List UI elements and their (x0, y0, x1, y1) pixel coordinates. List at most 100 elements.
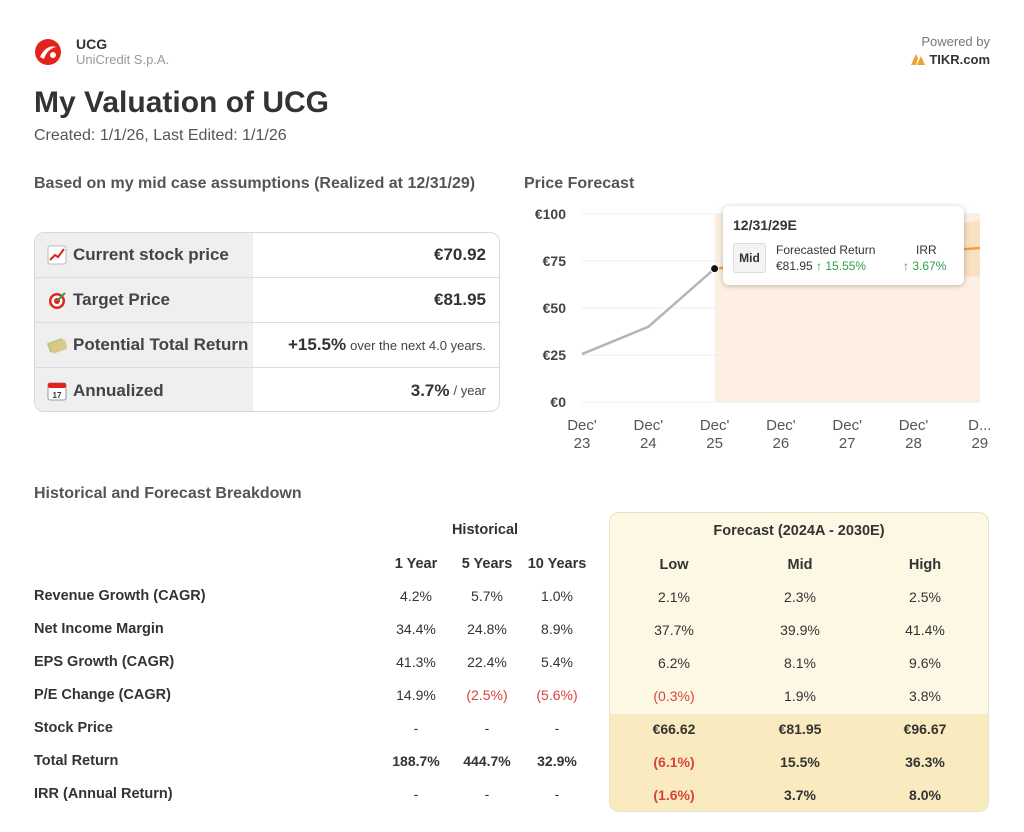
historical-col-header: 1 Year (394, 556, 438, 572)
summary-suffix: / year (453, 383, 486, 398)
summary-label-cell: Target Price (35, 278, 253, 322)
summary-label-cell: Potential Total Return (35, 323, 253, 367)
tooltip-case-badge: Mid (733, 243, 766, 273)
row-label: Revenue Growth (CAGR) (34, 588, 206, 604)
historical-cell: - (484, 786, 490, 802)
forecast-cell: 6.2% (658, 655, 690, 671)
forecast-cell: 39.9% (780, 622, 820, 638)
summary-row: Potential Total Return +15.5% over the n… (35, 323, 499, 368)
historical-cell: - (413, 786, 419, 802)
tikr-logo-icon (911, 54, 926, 65)
x-tick-label: Dec' (700, 417, 730, 434)
x-tick-label: D... (968, 417, 990, 434)
historical-cell: 5.7% (471, 588, 503, 604)
summary-row: 17 Annualized 3.7% / year (35, 368, 499, 411)
y-tick-label: €0 (550, 394, 566, 410)
forecast-cell: (1.6%) (653, 787, 695, 803)
forecast-cell: €96.67 (903, 721, 947, 737)
history-line (581, 267, 716, 356)
historical-cell: 188.7% (392, 753, 440, 769)
x-tick-label: Dec' (766, 417, 796, 434)
forecast-cell: 2.3% (784, 589, 816, 605)
forecast-cell: 2.5% (909, 589, 941, 605)
forecast-panel (609, 512, 989, 812)
forecast-cell: (6.1%) (653, 754, 695, 770)
summary-value: 3.7% (410, 380, 450, 400)
y-tick-label: €75 (543, 253, 567, 269)
summary-label: Annualized (73, 380, 164, 400)
historical-cell: 24.8% (467, 621, 507, 637)
target-icon (49, 292, 66, 309)
forecast-col-header: Mid (787, 557, 813, 573)
page-title: My Valuation of UCG (34, 86, 330, 119)
summary-value: €81.95 (434, 290, 486, 309)
historical-cell: (5.6%) (536, 687, 578, 703)
calendar-icon: 17 (47, 382, 67, 400)
x-tick-label: 28 (905, 435, 922, 452)
historical-cell: 8.9% (541, 621, 573, 637)
row-label: Stock Price (34, 720, 113, 736)
summary-value: +15.5% (288, 335, 347, 354)
summary-value-cell: €70.92 (253, 233, 499, 277)
historical-cell: - (554, 720, 560, 736)
forecast-cell: 8.0% (909, 787, 941, 803)
x-tick-label: 25 (706, 435, 723, 452)
x-tick-label: 26 (773, 435, 790, 452)
forecast-cell: €81.95 (778, 721, 822, 737)
y-tick-label: €100 (535, 206, 566, 222)
tikr-brand[interactable]: TIKR.com (911, 52, 990, 67)
powered-by[interactable]: Powered by TIKR.com (911, 34, 990, 67)
summary-label: Current stock price (73, 245, 229, 264)
historical-cell: 41.3% (396, 654, 436, 670)
row-label: EPS Growth (CAGR) (34, 654, 175, 670)
x-tick-label: Dec' (832, 417, 862, 434)
x-tick-label: 29 (971, 435, 988, 452)
historical-cell: 22.4% (467, 654, 507, 670)
forecast-cell: 15.5% (780, 754, 820, 770)
historical-cell: 14.9% (396, 687, 436, 703)
historical-cell: 1.0% (541, 588, 573, 604)
historical-cell: 444.7% (463, 753, 511, 769)
tooltip-date: 12/31/29E (733, 217, 797, 233)
historical-cell: - (413, 720, 419, 736)
summary-label-cell: Current stock price (35, 233, 253, 277)
forecast-cell: 37.7% (654, 622, 694, 638)
forecast-panel-highlight (610, 714, 988, 811)
tooltip-irr-value: ↑ 3.67% (903, 259, 947, 273)
summary-heading: Based on my mid case assumptions (Realiz… (34, 175, 476, 192)
forecast-cell: (0.3%) (653, 688, 695, 704)
forecast-cell: 1.9% (784, 688, 816, 704)
x-tick-label: 24 (640, 435, 657, 452)
forecast-header: Forecast (2024A - 2030E) (713, 523, 885, 539)
tooltip-forecast-return: ↑ 15.55% (816, 259, 867, 273)
historical-cell: - (484, 720, 490, 736)
summary-suffix: over the next 4.0 years. (350, 337, 486, 353)
summary-label: Potential Total Return (73, 335, 249, 354)
summary-value: €70.92 (434, 245, 486, 264)
historical-col-header: 10 Years (527, 556, 587, 572)
forecast-cell: 9.6% (909, 655, 941, 671)
x-tick-label: 23 (574, 435, 591, 452)
summary-row: Target Price €81.95 (35, 278, 499, 323)
page-subtitle: Created: 1/1/26, Last Edited: 1/1/26 (34, 127, 287, 144)
forecast-col-header: Low (659, 557, 689, 573)
forecast-cell: 3.8% (909, 688, 941, 704)
ticker: UCG (76, 36, 108, 52)
row-label: Net Income Margin (34, 621, 164, 637)
unicredit-logo-icon (35, 39, 61, 65)
chart-title: Price Forecast (524, 175, 635, 192)
breakdown-heading: Historical and Forecast Breakdown (34, 485, 302, 502)
row-label: IRR (Annual Return) (34, 786, 173, 802)
x-tick-label: 27 (839, 435, 856, 452)
summary-value-cell: 3.7% / year (253, 368, 499, 411)
summary-row: Current stock price €70.92 (35, 233, 499, 278)
historical-cell: 5.4% (541, 654, 573, 670)
historical-cell: 34.4% (396, 621, 436, 637)
tooltip-forecast-value: €81.95 ↑ 15.55% (776, 259, 866, 273)
forecast-cell: 36.3% (905, 754, 945, 770)
powered-label: Powered by (921, 34, 990, 49)
summary-label: Target Price (73, 290, 171, 309)
historical-cell: (2.5%) (466, 687, 508, 703)
tikr-label: TIKR.com (929, 52, 990, 67)
tooltip-irr-label: IRR (916, 243, 937, 257)
